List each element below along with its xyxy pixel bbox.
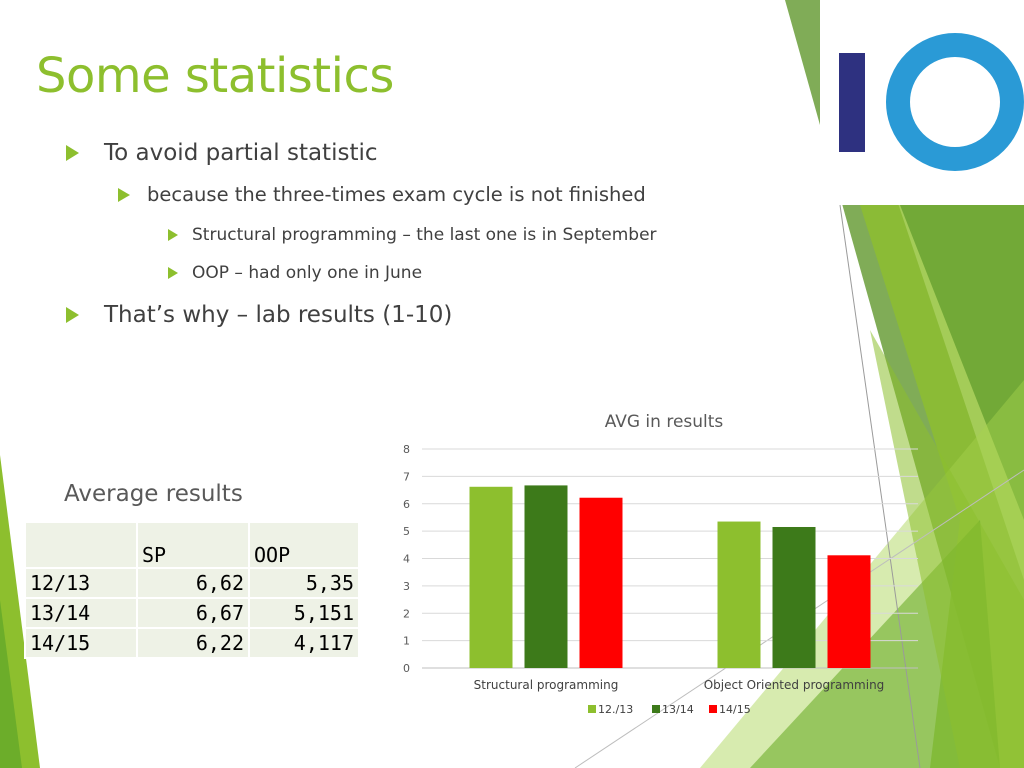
table-cell: 6,22 xyxy=(138,629,248,657)
x-category-label: Structural programming xyxy=(474,678,619,692)
table-cell: 12/13 xyxy=(26,569,136,597)
y-tick-label: 1 xyxy=(403,635,410,648)
y-tick-label: 0 xyxy=(403,662,410,675)
table-row: 13/14 6,67 5,151 xyxy=(26,599,358,627)
bar xyxy=(772,526,816,668)
y-tick-label: 2 xyxy=(403,607,410,620)
table-row: 12/13 6,62 5,35 xyxy=(26,569,358,597)
bullet-text: To avoid partial statistic xyxy=(104,140,378,166)
table-cell: 13/14 xyxy=(26,599,136,627)
chart-title: AVG in results xyxy=(605,412,724,432)
table-header-cell: OOP xyxy=(250,523,358,567)
bullet-arrow-icon xyxy=(168,229,178,241)
bullet-text: Structural programming – the last one is… xyxy=(192,225,657,245)
table-cell: 5,35 xyxy=(250,569,358,597)
table-cell: 6,62 xyxy=(138,569,248,597)
y-tick-label: 3 xyxy=(403,580,410,593)
legend-swatch xyxy=(709,705,717,713)
slide-title: Some statistics xyxy=(36,48,394,104)
bullet-avoid-partial: To avoid partial statistic xyxy=(66,140,378,166)
table-cell: 4,117 xyxy=(250,629,358,657)
y-tick-label: 4 xyxy=(403,553,410,566)
legend-label: 14/15 xyxy=(719,703,751,716)
table-cell: 5,151 xyxy=(250,599,358,627)
legend-swatch xyxy=(588,705,596,713)
table-header-cell: SP xyxy=(138,523,248,567)
table-header-cell xyxy=(26,523,136,567)
logo-letter-i xyxy=(839,53,865,152)
bullet-text: because the three-times exam cycle is no… xyxy=(147,183,646,206)
y-tick-label: 5 xyxy=(403,525,410,538)
bullet-exam-cycle: because the three-times exam cycle is no… xyxy=(118,183,646,206)
legend-label: 12./13 xyxy=(598,703,633,716)
bar xyxy=(579,497,623,668)
bullet-arrow-icon xyxy=(118,187,130,202)
x-category-label: Object Oriented programming xyxy=(704,678,885,692)
logo-letter-o xyxy=(886,33,1024,171)
bullet-oop: OOP – had only one in June xyxy=(168,263,422,283)
bar xyxy=(717,521,761,668)
table-row: 14/15 6,22 4,117 xyxy=(26,629,358,657)
y-tick-label: 7 xyxy=(403,470,410,483)
average-results-table: SP OOP 12/13 6,62 5,35 13/14 6,67 5,151 … xyxy=(24,521,360,659)
bullet-lab-results: That’s why – lab results (1-10) xyxy=(66,302,452,328)
table-cell: 6,67 xyxy=(138,599,248,627)
bar xyxy=(469,486,513,668)
legend-swatch xyxy=(652,705,660,713)
io-logo-graphic xyxy=(839,33,1024,171)
bullet-arrow-icon xyxy=(168,267,178,279)
bar xyxy=(524,485,568,668)
bullet-text: That’s why – lab results (1-10) xyxy=(104,302,453,328)
bullet-structural: Structural programming – the last one is… xyxy=(168,225,657,245)
table-cell: 14/15 xyxy=(26,629,136,657)
legend-label: 13/14 xyxy=(662,703,694,716)
bar xyxy=(827,555,871,668)
y-tick-label: 8 xyxy=(403,443,410,456)
bullet-text: OOP – had only one in June xyxy=(192,263,423,283)
bullet-arrow-icon xyxy=(66,307,79,323)
average-results-heading: Average results xyxy=(64,481,243,507)
bullet-arrow-icon xyxy=(66,145,79,161)
table-header-row: SP OOP xyxy=(26,523,358,567)
y-tick-label: 6 xyxy=(403,498,410,511)
io-logo xyxy=(820,0,1024,205)
avg-results-bar-chart: AVG in results 0 1 2 3 4 5 6 7 8 Structural progr… xyxy=(403,412,918,716)
